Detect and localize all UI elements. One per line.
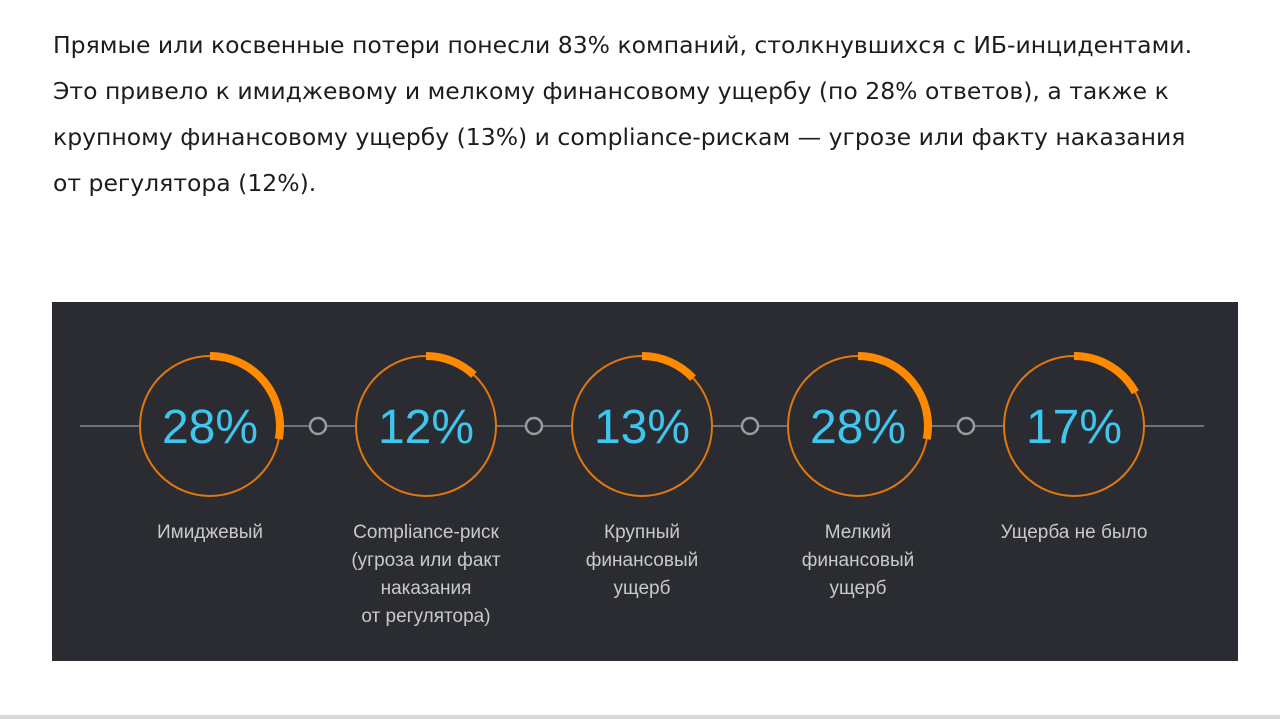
value-arc: [209, 352, 284, 440]
value-label: 17%: [1026, 401, 1122, 454]
value-label: 28%: [162, 401, 258, 454]
value-label: 13%: [594, 401, 690, 454]
category-label: Мелкий финансовый ущерб: [801, 522, 915, 599]
value-arc: [641, 352, 696, 381]
value-label: 28%: [810, 401, 906, 454]
connector-dot: [308, 416, 328, 436]
category-label: Имиджевый: [156, 522, 264, 543]
value-label: 12%: [378, 401, 474, 454]
category-label: Крупный финансовый ущерб: [585, 522, 699, 599]
connector-dot: [740, 416, 760, 436]
damage-infographic: 28% 12% 13% 28% 17% Имиджевый Compliance-риск…: [52, 302, 1238, 661]
intro-paragraph: Прямые или косвенные потери понесли 83% …: [53, 31, 1193, 197]
bottom-divider: [0, 715, 1280, 719]
value-arc: [857, 352, 932, 440]
connector-dot: [956, 416, 976, 436]
value-arc: [1073, 352, 1139, 395]
category-label: Compliance-риск (угроза или факт наказан…: [351, 522, 501, 627]
category-label: Ущерба не было: [1000, 522, 1148, 543]
connector-dot: [524, 416, 544, 436]
value-arc: [425, 352, 477, 378]
donut-chart: 28% 12% 13% 28% 17%: [80, 352, 1204, 497]
